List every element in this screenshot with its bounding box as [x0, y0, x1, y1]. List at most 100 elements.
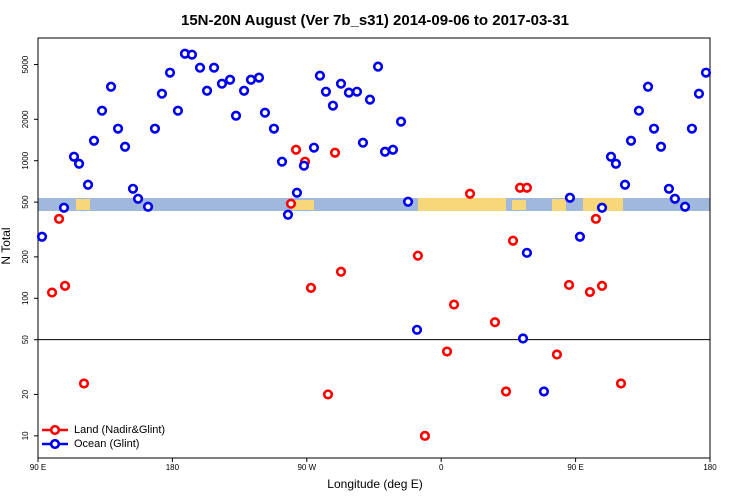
data-point — [230, 110, 242, 121]
legend-label: Land (Nadir&Glint) — [74, 424, 165, 436]
data-point — [335, 266, 347, 277]
data-point — [521, 182, 533, 193]
data-point — [127, 183, 139, 194]
data-point — [46, 287, 58, 298]
data-point — [119, 141, 131, 152]
data-point — [500, 386, 512, 397]
data-point — [305, 282, 317, 293]
data-point — [655, 141, 667, 152]
data-point — [642, 81, 654, 92]
data-point — [538, 386, 550, 397]
chart-title: 15N-20N August (Ver 7b_s31) 2014-09-06 t… — [181, 12, 569, 29]
data-point — [693, 88, 705, 99]
data-point — [73, 158, 85, 169]
data-point — [291, 187, 303, 198]
data-point — [402, 196, 414, 207]
x-axis-label: Longitude (deg E) — [327, 477, 422, 491]
x-tick-label: 90 W — [297, 463, 316, 472]
data-point — [551, 349, 563, 360]
data-point — [164, 67, 176, 78]
y-tick-label: 500 — [21, 195, 30, 209]
data-point — [379, 146, 391, 157]
y-tick-label: 10 — [21, 431, 30, 440]
data-point — [441, 346, 453, 357]
x-tick-label: 90 E — [567, 463, 583, 472]
data-point — [517, 333, 529, 344]
data-point — [308, 142, 320, 153]
data-point — [633, 105, 645, 116]
x-tick-label: 180 — [166, 463, 180, 472]
data-point — [82, 179, 94, 190]
data-point — [364, 94, 376, 105]
y-tick-label: 100 — [21, 291, 30, 305]
legend-marker — [49, 438, 61, 450]
legend-label: Ocean (Glint) — [74, 438, 139, 450]
data-point — [648, 123, 660, 134]
data-point — [156, 88, 168, 99]
data-point — [625, 135, 637, 146]
data-point — [53, 213, 65, 224]
data-point — [351, 86, 363, 97]
data-point — [36, 231, 48, 242]
data-point — [186, 49, 198, 60]
y-tick-label: 5000 — [21, 55, 30, 73]
data-point — [395, 116, 407, 127]
x-tick-label: 0 — [439, 463, 444, 472]
data-point — [596, 280, 608, 292]
data-point — [669, 193, 681, 204]
data-point — [584, 286, 596, 298]
data-point — [172, 105, 184, 116]
data-point — [58, 202, 70, 213]
data-point — [268, 123, 280, 134]
data-point — [411, 324, 423, 335]
data-point — [357, 137, 369, 148]
y-tick-label: 1000 — [21, 151, 30, 169]
data-point — [343, 87, 355, 98]
data-point — [149, 123, 161, 134]
data-point — [574, 231, 586, 242]
data-point — [507, 235, 519, 246]
data-point — [521, 247, 533, 258]
data-point — [327, 100, 339, 111]
y-tick-label: 2000 — [21, 110, 30, 128]
data-point — [619, 179, 631, 190]
y-tick-label: 200 — [21, 250, 30, 264]
x-tick-label: 90 E — [30, 463, 46, 472]
data-point — [68, 151, 80, 162]
data-point — [201, 85, 213, 96]
data-point — [216, 78, 228, 89]
data-point — [88, 135, 100, 146]
data-point — [563, 279, 575, 291]
data-point — [298, 160, 310, 171]
legend-marker — [49, 424, 61, 436]
data-point — [285, 198, 297, 209]
data-point — [489, 317, 501, 328]
data-point — [78, 378, 90, 389]
data-point — [238, 85, 250, 96]
data-point — [194, 62, 206, 73]
plot-frame — [37, 37, 711, 459]
data-point — [700, 67, 712, 78]
y-tick-label: 50 — [21, 335, 30, 344]
data-point — [259, 107, 271, 118]
data-point — [679, 201, 691, 212]
x-tick-label: 180 — [703, 463, 717, 472]
data-point — [96, 105, 108, 116]
y-tick-label: 20 — [21, 389, 30, 398]
data-point — [412, 250, 424, 261]
data-point — [245, 74, 257, 85]
data-point — [320, 86, 332, 97]
data-point — [290, 144, 302, 155]
data-point — [464, 188, 476, 199]
data-point — [132, 193, 144, 204]
data-point — [419, 430, 431, 441]
y-axis-label: N Total — [0, 227, 13, 264]
data-point — [142, 201, 154, 212]
data-point — [105, 81, 117, 92]
data-point — [208, 62, 220, 73]
data-point — [564, 192, 576, 203]
data-point — [590, 213, 602, 224]
data-point — [686, 123, 698, 134]
